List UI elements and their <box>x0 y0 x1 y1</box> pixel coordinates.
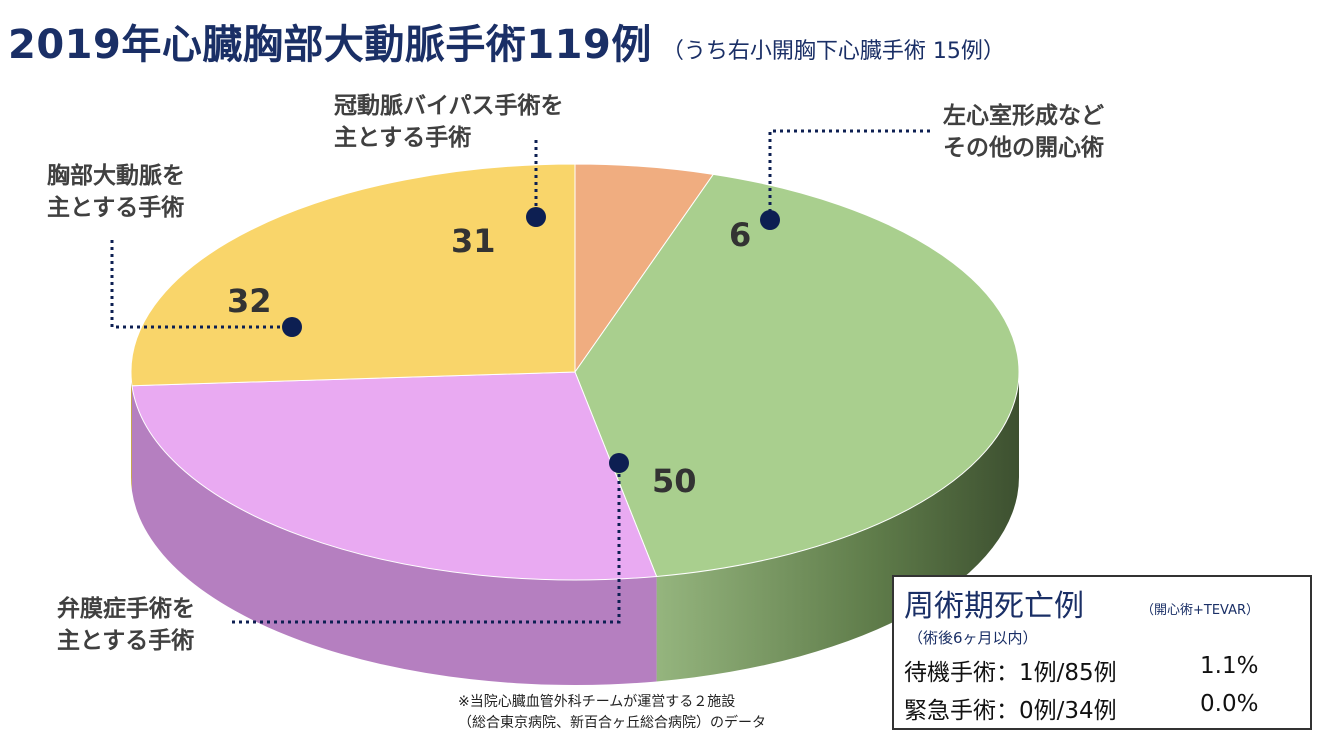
label-cabg: 冠動脈バイパス手術を 主とする手術 <box>334 90 564 154</box>
label-aorta-line1: 胸部大動脈を <box>47 163 185 189</box>
mortality-row-elective-pct: 1.1% <box>1200 653 1259 679</box>
label-lv-line2: その他の開心術 <box>943 135 1104 161</box>
mortality-row-emergency-pct: 0.0% <box>1200 691 1259 717</box>
pie-slice-cabg <box>130 163 576 387</box>
mortality-row-elective-label: 待機手術：1例/85例 <box>904 660 1117 686</box>
mortality-subnote: （術後6ヶ月以内） <box>908 629 1038 647</box>
page-title: 2019年心臓胸部大動脈手術119例 <box>8 22 652 68</box>
value-label-lv: 6 <box>729 216 752 254</box>
title-block: 2019年心臓胸部大動脈手術119例 （うち右小開胸下心臓手術 15例） <box>8 12 1005 70</box>
pie-side-aorta <box>131 385 657 685</box>
pie-side-cabg <box>131 372 132 491</box>
marker-dot-cabg <box>526 207 546 227</box>
label-cabg-line2: 主とする手術 <box>334 125 472 151</box>
label-valve: 弁膜症手術を 主とする手術 <box>57 593 195 657</box>
label-aorta-line2: 主とする手術 <box>47 195 185 221</box>
pie-slice-lv <box>574 163 715 374</box>
mortality-row-emergency-label: 緊急手術：0例/34例 <box>904 698 1117 724</box>
marker-dot-lv <box>760 210 780 230</box>
mortality-row-elective: 待機手術：1例/85例 1.1% <box>904 653 1258 687</box>
pie-slice-aorta <box>131 371 658 581</box>
mortality-note: （開心術+TEVAR） <box>1141 603 1260 618</box>
leader-line-valve <box>232 463 621 624</box>
mortality-title: 周術期死亡例 <box>904 589 1084 624</box>
leader-line-aorta <box>110 240 292 329</box>
footnote: ※当院心臓血管外科チームが運営する２施設 （総合東京病院、新百合ヶ丘総合病院）の… <box>458 692 766 734</box>
pie-slice-valve <box>574 173 1020 577</box>
label-valve-line2: 主とする手術 <box>57 628 195 654</box>
marker-dot-valve <box>609 453 629 473</box>
page-subtitle: （うち右小開胸下心臓手術 15例） <box>661 39 1005 64</box>
marker-dot-aorta <box>282 317 302 337</box>
label-lv: 左心室形成など その他の開心術 <box>943 100 1104 164</box>
value-label-valve: 50 <box>652 462 697 500</box>
mortality-box: 周術期死亡例 （開心術+TEVAR） （術後6ヶ月以内） 待機手術：1例/85例… <box>892 575 1312 730</box>
footnote-line2: （総合東京病院、新百合ヶ丘総合病院）のデータ <box>458 715 766 731</box>
label-lv-line1: 左心室形成など <box>943 103 1104 129</box>
value-label-cabg: 31 <box>451 222 496 260</box>
label-aorta: 胸部大動脈を 主とする手術 <box>47 160 185 224</box>
value-label-aorta: 32 <box>227 282 272 320</box>
leader-line-lv <box>768 129 930 220</box>
label-valve-line1: 弁膜症手術を <box>57 596 195 622</box>
mortality-row-emergency: 緊急手術：0例/34例 0.0% <box>904 691 1258 725</box>
footnote-line1: ※当院心臓血管外科チームが運営する２施設 <box>458 694 736 710</box>
label-cabg-line1: 冠動脈バイパス手術を <box>334 93 564 119</box>
pie-side-valve <box>656 372 1020 682</box>
